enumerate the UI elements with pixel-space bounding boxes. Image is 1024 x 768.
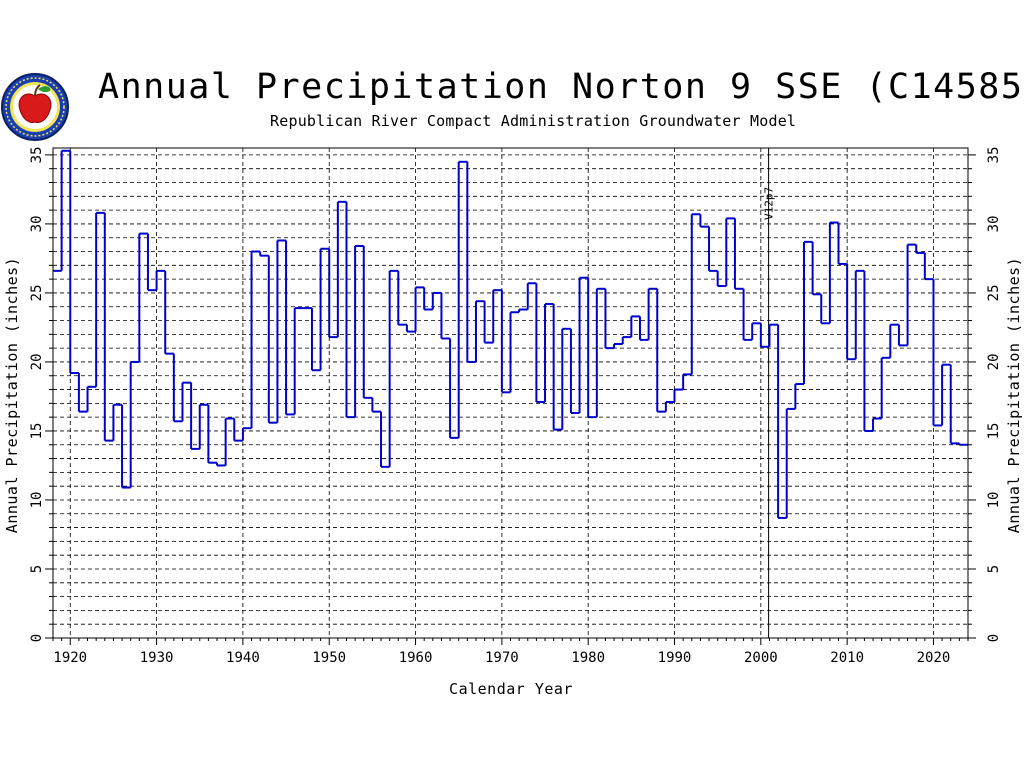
x-tick-label: 1970 [485, 650, 519, 666]
y-tick-label-left: 0 [29, 634, 45, 642]
y-tick-label-left: 30 [29, 215, 45, 232]
x-tick-label: 1960 [399, 650, 433, 666]
x-tick-label: 1950 [312, 650, 346, 666]
y-axis-title-left: Annual Precipitation (inches) [3, 257, 21, 533]
y-tick-label-left: 35 [29, 146, 45, 163]
x-tick-label: 2000 [744, 650, 778, 666]
x-tick-label: 1940 [226, 650, 260, 666]
y-tick-label-right: 35 [986, 146, 1002, 163]
y-tick-label-right: 25 [986, 284, 1002, 301]
y-tick-label-right: 30 [986, 215, 1002, 232]
y-tick-label-right: 10 [986, 492, 1002, 509]
y-axis-title-right: Annual Precipitation (inches) [1005, 257, 1023, 533]
x-tick-label: 1920 [53, 650, 87, 666]
vertical-marker: V12p7 [763, 148, 776, 638]
x-axis-title: Calendar Year [449, 680, 573, 698]
y-tick-label-left: 5 [29, 565, 45, 573]
y-tick-label-left: 25 [29, 284, 45, 301]
y-tick-label-right: 5 [986, 565, 1002, 573]
rrca-logo-icon [1, 73, 69, 141]
y-tick-label-right: 15 [986, 423, 1002, 440]
x-tick-label: 1980 [571, 650, 605, 666]
y-tick-label-left: 15 [29, 423, 45, 440]
x-tick-label: 1990 [658, 650, 692, 666]
precipitation-series [53, 149, 968, 519]
page-subtitle: Republican River Compact Administration … [270, 112, 797, 130]
y-tick-label-left: 20 [29, 354, 45, 371]
x-tick-label: 2010 [830, 650, 864, 666]
y-tick-label-right: 20 [986, 354, 1002, 371]
marker-label: V12p7 [763, 187, 776, 220]
y-tick-label-right: 0 [986, 634, 1002, 642]
x-tick-label: 2020 [917, 650, 951, 666]
x-tick-label: 1930 [140, 650, 174, 666]
y-tick-label-left: 10 [29, 492, 45, 509]
page-title: Annual Precipitation Norton 9 SSE (C1458… [98, 67, 1024, 107]
